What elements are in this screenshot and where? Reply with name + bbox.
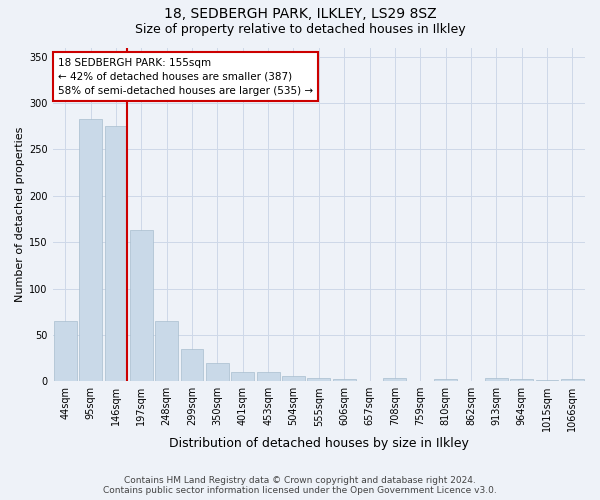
Bar (485, 378, 508, 381)
Bar (510, 380, 533, 381)
Bar (257, 372, 280, 381)
Bar (206, 362, 229, 381)
Bar (232, 372, 254, 381)
Bar (434, 380, 457, 381)
Bar (155, 321, 178, 381)
Text: 18, SEDBERGH PARK, ILKLEY, LS29 8SZ: 18, SEDBERGH PARK, ILKLEY, LS29 8SZ (164, 8, 436, 22)
Text: Size of property relative to detached houses in Ilkley: Size of property relative to detached ho… (134, 22, 466, 36)
Y-axis label: Number of detached properties: Number of detached properties (15, 126, 25, 302)
Bar (383, 378, 406, 381)
Bar (561, 380, 584, 381)
Bar (130, 230, 153, 381)
Bar (79, 119, 102, 381)
Bar (536, 380, 559, 381)
X-axis label: Distribution of detached houses by size in Ilkley: Distribution of detached houses by size … (169, 437, 469, 450)
Bar (181, 349, 203, 381)
Bar (282, 376, 305, 381)
Text: 18 SEDBERGH PARK: 155sqm
← 42% of detached houses are smaller (387)
58% of semi-: 18 SEDBERGH PARK: 155sqm ← 42% of detach… (58, 58, 313, 96)
Bar (333, 380, 356, 381)
Text: Contains HM Land Registry data © Crown copyright and database right 2024.
Contai: Contains HM Land Registry data © Crown c… (103, 476, 497, 495)
Bar (104, 126, 127, 381)
Bar (307, 378, 330, 381)
Bar (54, 321, 77, 381)
